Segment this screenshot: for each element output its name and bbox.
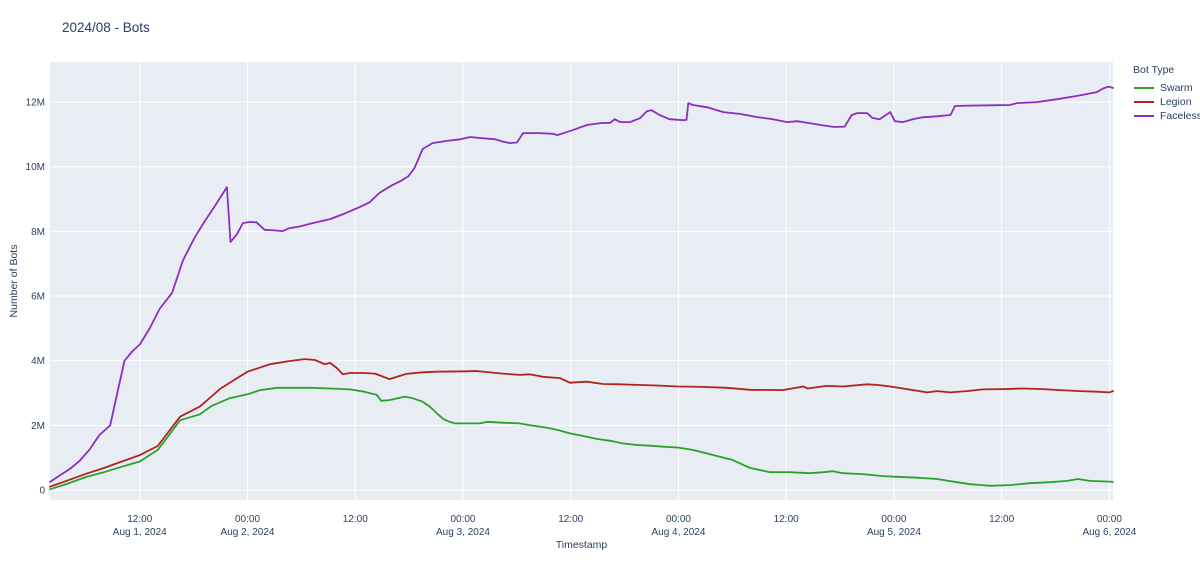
y-tick-label: 0 bbox=[39, 485, 45, 496]
legend-item-label: Faceless bbox=[1160, 110, 1200, 122]
swarm-line-swatch-icon bbox=[1134, 87, 1154, 89]
x-tick-time-label: 12:00 bbox=[127, 514, 152, 525]
series-line-legion[interactable] bbox=[49, 358, 1114, 488]
x-tick-date-label: Aug 3, 2024 bbox=[436, 527, 490, 538]
x-tick-date-label: Aug 1, 2024 bbox=[113, 527, 167, 538]
legend-item-swarm[interactable]: Swarm bbox=[1133, 81, 1200, 95]
series-line-faceless[interactable] bbox=[49, 85, 1114, 483]
y-axis-title: Number of Bots bbox=[8, 244, 20, 318]
y-tick-label: 2M bbox=[31, 421, 45, 432]
legend-item-legion[interactable]: Legion bbox=[1133, 95, 1200, 109]
x-axis-title: Timestamp bbox=[555, 539, 608, 551]
x-tick-date-label: Aug 6, 2024 bbox=[1082, 527, 1136, 538]
y-tick-label: 12M bbox=[26, 98, 45, 109]
faceless-line-swatch-icon bbox=[1134, 115, 1154, 117]
plot-background bbox=[50, 62, 1113, 500]
x-tick-time-label: 00:00 bbox=[1097, 514, 1122, 525]
legion-line-swatch-icon bbox=[1134, 101, 1154, 103]
x-tick-time-label: 12:00 bbox=[558, 514, 583, 525]
x-tick-date-label: Aug 4, 2024 bbox=[651, 527, 705, 538]
legend-item-faceless[interactable]: Faceless bbox=[1133, 109, 1200, 123]
y-tick-label: 6M bbox=[31, 292, 45, 303]
y-tick-label: 8M bbox=[31, 227, 45, 238]
y-tick-label: 4M bbox=[31, 356, 45, 367]
x-tick-time-label: 12:00 bbox=[343, 514, 368, 525]
x-tick-time-label: 12:00 bbox=[989, 514, 1014, 525]
x-tick-date-label: Aug 2, 2024 bbox=[221, 527, 275, 538]
series-line-swarm[interactable] bbox=[49, 386, 1114, 491]
x-tick-time-label: 00:00 bbox=[881, 514, 906, 525]
chart-title: 2024/08 - Bots bbox=[62, 20, 150, 35]
legend: Bot Type Swarm Legion Faceless bbox=[1133, 64, 1200, 123]
legend-item-label: Legion bbox=[1160, 96, 1192, 108]
x-tick-date-label: Aug 5, 2024 bbox=[867, 527, 921, 538]
legend-title: Bot Type bbox=[1133, 64, 1175, 76]
x-tick-time-label: 12:00 bbox=[774, 514, 799, 525]
legend-item-label: Swarm bbox=[1160, 82, 1193, 94]
x-tick-time-label: 00:00 bbox=[450, 514, 475, 525]
x-tick-time-label: 00:00 bbox=[235, 514, 260, 525]
x-tick-time-label: 00:00 bbox=[666, 514, 691, 525]
y-tick-label: 10M bbox=[26, 162, 45, 173]
